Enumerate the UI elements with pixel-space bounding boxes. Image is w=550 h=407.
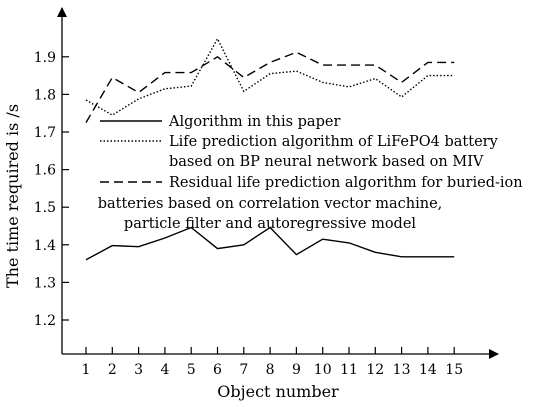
y-tick-label: 1.3 <box>34 275 56 291</box>
x-tick-label: 12 <box>366 362 384 378</box>
legend-label: Residual life prediction algorithm for b… <box>169 175 523 191</box>
legend: Algorithm in this paper Life prediction a… <box>98 114 523 232</box>
legend-label: based on BP neural network based on MIV <box>169 154 484 170</box>
x-tick-label: 4 <box>160 362 169 378</box>
y-tick-label: 1.4 <box>34 238 56 254</box>
legend-entry-algorithm-this-paper: Algorithm in this paper <box>100 114 340 130</box>
legend-label: Algorithm in this paper <box>168 114 340 130</box>
x-tick-label: 11 <box>340 362 358 378</box>
x-tick-label: 13 <box>393 362 411 378</box>
x-tick-label: 1 <box>82 362 91 378</box>
series-layer <box>85 37 455 261</box>
x-ticks: 1 2 3 4 5 6 7 8 9 10 11 12 13 14 15 <box>82 347 463 378</box>
x-axis-title: Object number <box>217 382 339 401</box>
y-axis-title: The time required is /s <box>3 104 22 288</box>
y-tick-label: 1.8 <box>34 87 56 103</box>
x-tick-label: 14 <box>419 362 437 378</box>
legend-entry-bp-neural-network-miv: Life prediction algorithm of LiFePO4 bat… <box>100 134 499 170</box>
y-tick-label: 1.7 <box>34 125 56 141</box>
y-tick-label: 1.5 <box>34 200 56 216</box>
y-tick-label: 1.2 <box>34 313 56 329</box>
y-ticks: 1.2 1.3 1.4 1.5 1.6 1.7 1.8 1.9 <box>34 50 69 329</box>
x-tick-label: 10 <box>314 362 332 378</box>
series-bp-neural-network-miv <box>85 37 455 116</box>
x-tick-label: 3 <box>134 362 143 378</box>
x-tick-label: 7 <box>239 362 248 378</box>
legend-label: particle filter and autoregressive model <box>124 216 416 232</box>
legend-entry-correlation-vector-particle-filter: Residual life prediction algorithm for b… <box>98 175 523 232</box>
x-tick-label: 8 <box>266 362 275 378</box>
legend-label: batteries based on correlation vector ma… <box>98 196 443 212</box>
y-tick-label: 1.9 <box>34 50 56 66</box>
x-tick-label: 6 <box>213 362 222 378</box>
legend-label: Life prediction algorithm of LiFePO4 bat… <box>169 134 499 150</box>
x-tick-label: 5 <box>187 362 196 378</box>
x-tick-label: 15 <box>445 362 463 378</box>
y-tick-label: 1.6 <box>34 163 56 179</box>
x-tick-label: 2 <box>108 362 117 378</box>
series-correlation-vector-particle-filter <box>85 51 455 123</box>
x-tick-label: 9 <box>292 362 301 378</box>
series-algorithm-this-paper <box>85 226 455 261</box>
